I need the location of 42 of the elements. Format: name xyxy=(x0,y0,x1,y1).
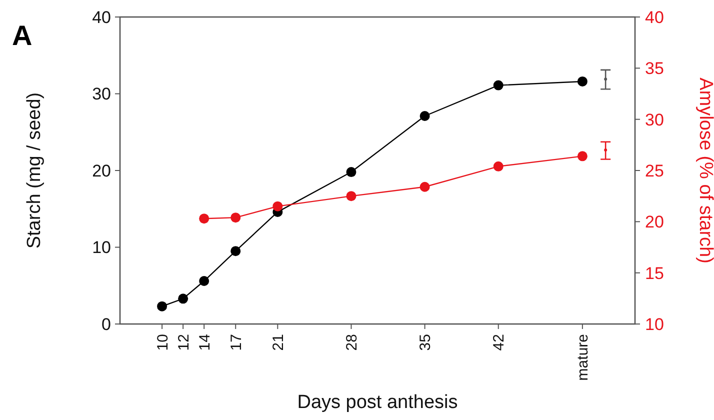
point xyxy=(230,212,241,223)
point xyxy=(420,111,430,122)
x-axis-title: Days post anthesis xyxy=(297,392,458,413)
y-tick-label: 0 xyxy=(102,314,111,334)
y-tick-label: 10 xyxy=(92,238,111,258)
x-tick-label: mature xyxy=(574,334,592,381)
y2-tick-label: 20 xyxy=(645,212,664,232)
point xyxy=(577,76,588,86)
point xyxy=(178,294,188,304)
point xyxy=(199,276,210,286)
y2-tick-label: 35 xyxy=(645,59,664,78)
point xyxy=(493,80,504,90)
y2-tick-label: 10 xyxy=(645,314,664,334)
point xyxy=(199,214,210,224)
y2-axis-title: Amylose (% of starch) xyxy=(695,78,714,264)
point xyxy=(604,148,608,152)
y2-tick-label: 40 xyxy=(645,8,664,27)
y2-tick-label: 25 xyxy=(645,161,664,180)
y-tick-label: 20 xyxy=(92,161,111,180)
point xyxy=(577,151,588,162)
text: A xyxy=(12,20,32,51)
point xyxy=(272,201,283,212)
point xyxy=(493,161,504,172)
y-tick-label: 40 xyxy=(92,8,111,27)
point xyxy=(604,78,608,81)
y-axis-title: Starch (mg / seed) xyxy=(24,92,45,249)
x-tick-label: 28 xyxy=(343,334,360,351)
y-tick-label: 30 xyxy=(92,84,111,104)
x-tick-label: 21 xyxy=(270,334,287,351)
point xyxy=(157,301,168,312)
x-tick-label: 17 xyxy=(228,334,245,351)
point xyxy=(346,167,356,178)
x-tick-label: 14 xyxy=(196,334,214,351)
x-tick-label: 12 xyxy=(175,334,192,351)
x-tick-label: 35 xyxy=(417,334,434,351)
y2-tick-label: 30 xyxy=(645,110,664,130)
point xyxy=(420,182,430,192)
point xyxy=(346,191,356,202)
x-tick-label: 10 xyxy=(154,334,172,351)
point xyxy=(230,246,241,256)
y2-tick-label: 15 xyxy=(645,264,664,283)
x-tick-label: 42 xyxy=(490,334,508,351)
